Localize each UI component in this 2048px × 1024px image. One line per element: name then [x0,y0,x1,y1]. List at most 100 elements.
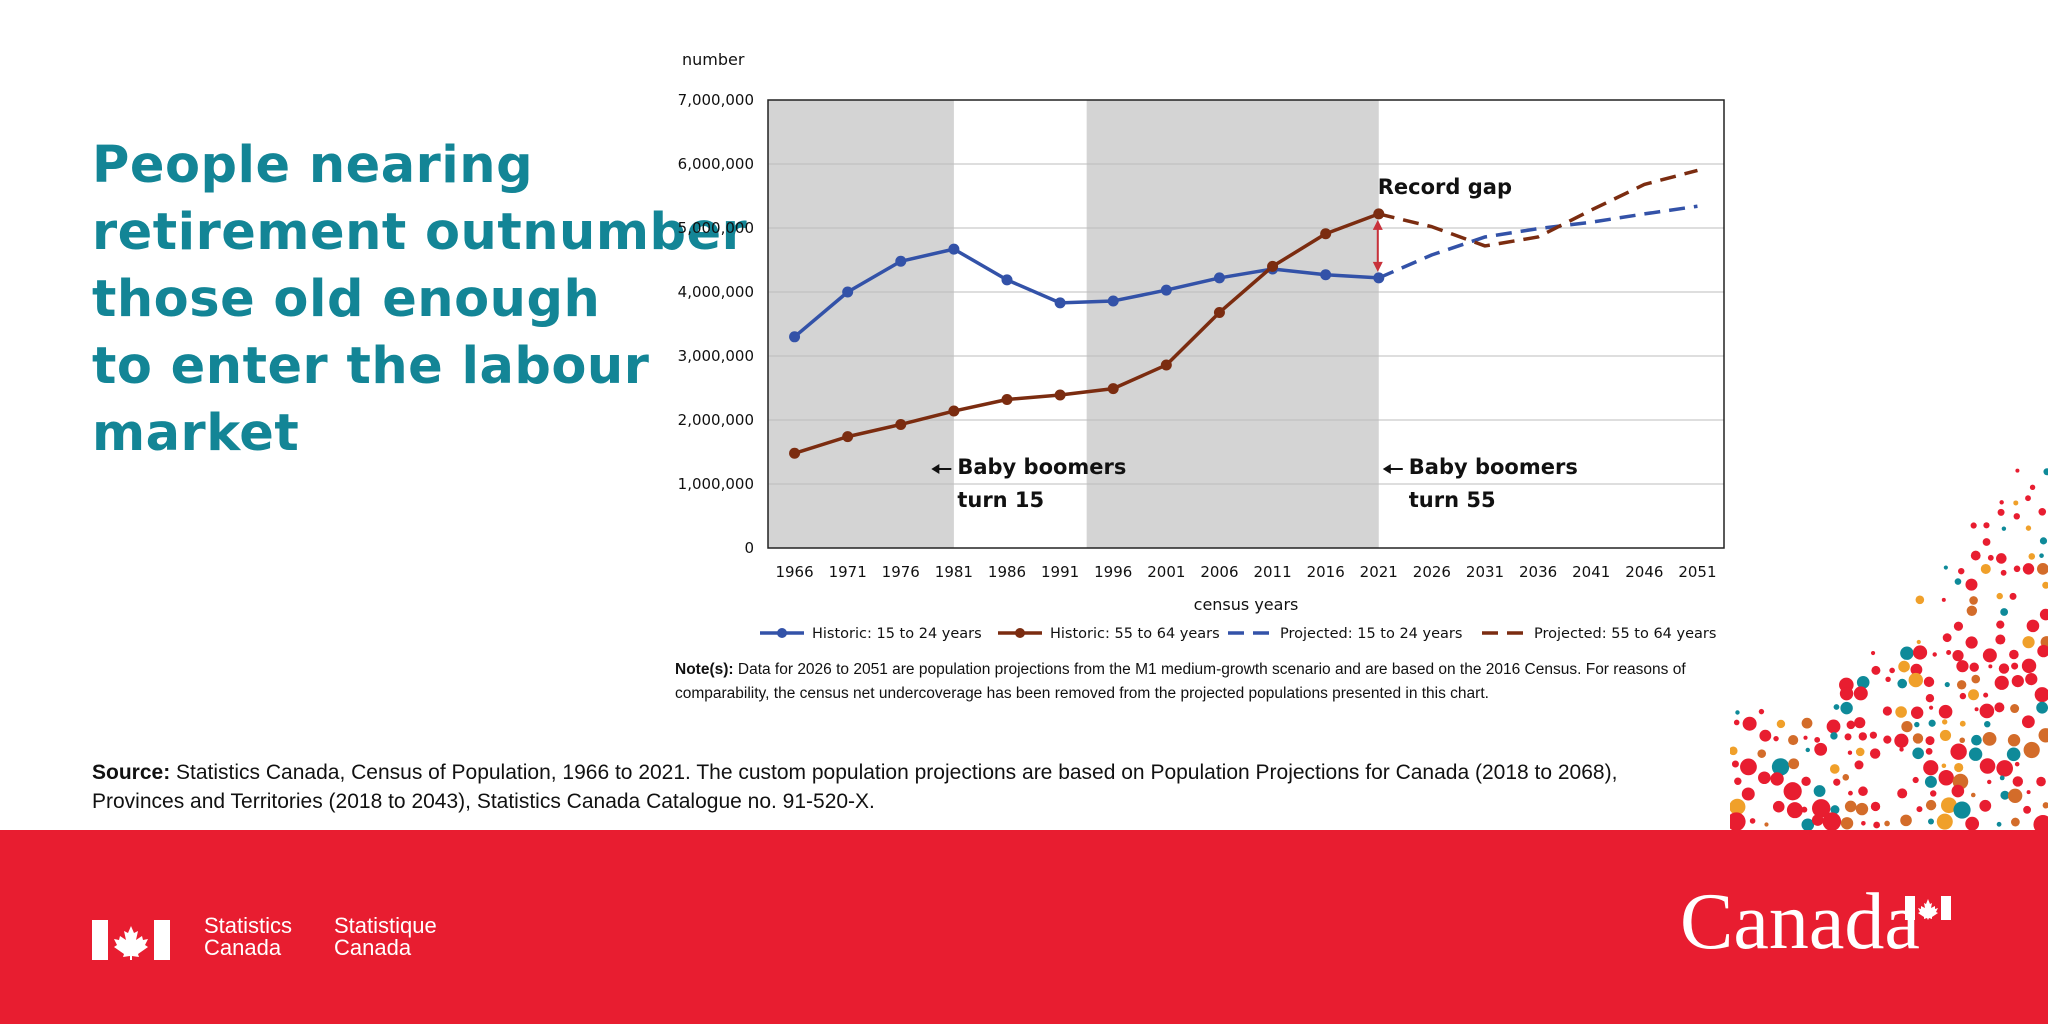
x-tick-label: 2036 [1519,563,1557,581]
leaf-dot [1870,650,1876,656]
leaf-dot [1848,790,1853,796]
source-text: Statistics Canada, Census of Population,… [92,761,1618,813]
y-tick-label: 4,000,000 [678,283,754,301]
leaf-dot [1758,708,1765,715]
leaf-dot [1814,742,1828,756]
data-point [1267,260,1279,272]
leaf-dot [1996,821,2002,827]
leaf-dot [1959,692,1967,700]
leaf-dot [2013,513,2020,520]
source-label: Source: [92,761,171,784]
leaf-dot [1773,735,1779,742]
leaf-dot [1998,663,2010,674]
leaf-dot [1735,710,1740,715]
leaf-dot [1813,785,1826,797]
y-tick-label: 1,000,000 [678,475,754,493]
notes-label: Note(s): [675,661,734,678]
leaf-dot [2037,644,2048,658]
data-point [1001,274,1013,286]
leaf-dot [1855,802,1869,816]
leaf-dot [2036,562,2048,575]
wordmark-en-line1: Statistics [204,913,293,938]
leaf-dot [2026,619,2040,633]
leaf-dot [1942,633,1952,643]
leaf-dot [1801,806,1808,813]
headline-line: those old enough [92,270,601,329]
leaf-dot [1869,748,1881,759]
leaf-dot [1987,554,1994,561]
wordmark-english: Statistics Canada [204,915,292,959]
legend-marker [1015,628,1025,638]
leaf-dot [1840,701,1853,715]
data-point [1160,359,1172,371]
leaf-dot [1776,719,1786,729]
data-point [842,431,854,443]
data-point [948,243,960,255]
leaf-dot [1897,788,1908,799]
data-point [1213,272,1225,284]
leaf-dot [1965,578,1978,591]
leaf-dot [2025,672,2038,686]
legend: Historic: 15 to 24 years Historic: 55 to … [760,626,1716,642]
leaf-dot [1844,800,1857,813]
leaf-dot [2042,802,2048,809]
leaf-dot [1912,747,1924,760]
annotations: Record gap Baby boomers turn 15 Baby boomer… [931,175,1578,512]
leaf-dot [1772,800,1785,813]
leaf-dot [1956,660,1969,673]
leaf-dot [1900,646,1914,660]
leaf-dot [1833,778,1841,786]
leaf-dot [1740,758,1757,776]
leaf-dot [1923,676,1935,688]
leaf-dot [1895,706,1907,718]
leaf-dot [1858,786,1868,797]
leaf-dot [2011,675,2024,688]
leaf-dot [2023,741,2040,759]
leaf-dot [2000,608,2009,616]
leaf-dot [1801,776,1811,787]
shaded-periods [768,100,1379,548]
leaf-dot [1842,774,1850,781]
data-point [789,331,801,343]
leaf-dot [1899,747,1904,752]
leaf-dot [1897,678,1908,689]
leaf-dot [1930,790,1937,797]
data-point [895,255,907,267]
leaf-dot [2013,500,2019,506]
leaf-dot [2036,701,2048,714]
leaf-dot [1730,812,1746,830]
data-point [1107,295,1119,307]
leaf-dot [1873,821,1881,829]
leaf-dot [1997,508,2005,516]
leaf-dot [1829,764,1840,774]
x-tick-label: 1971 [829,563,867,581]
leaf-dot [1936,813,1953,830]
data-point [1001,394,1013,406]
x-tick-label: 2041 [1572,563,1610,581]
leaf-dot [1941,797,1957,814]
x-tick-label: 2026 [1413,563,1451,581]
leaf-dot [1833,704,1840,710]
leaf-dot [1803,735,1808,740]
leaf-dot [1995,634,2006,645]
leaf-dot [2039,537,2048,545]
leaf-dot [1764,822,1769,827]
leaf-dot [1925,736,1935,746]
series-layer [789,168,1698,459]
leaf-dot [2039,608,2048,621]
leaf-dot [1840,817,1854,830]
leaf-dot [2038,728,2048,743]
canada-flag-icon [92,920,170,960]
leaf-dot [1968,747,1983,761]
leaf-dot [1996,620,2005,629]
leaf-dot [2033,815,2048,830]
leaf-dot [1971,674,1981,684]
data-point [789,447,801,459]
leaf-dot [1801,818,1815,830]
leaf-dot [1927,818,1934,825]
leaf-dot [1846,720,1856,730]
pointer-arrow-head [931,464,940,474]
leaf-dot [1943,565,1948,570]
x-tick-label: 2016 [1307,563,1345,581]
leaf-dot [2023,805,2031,814]
